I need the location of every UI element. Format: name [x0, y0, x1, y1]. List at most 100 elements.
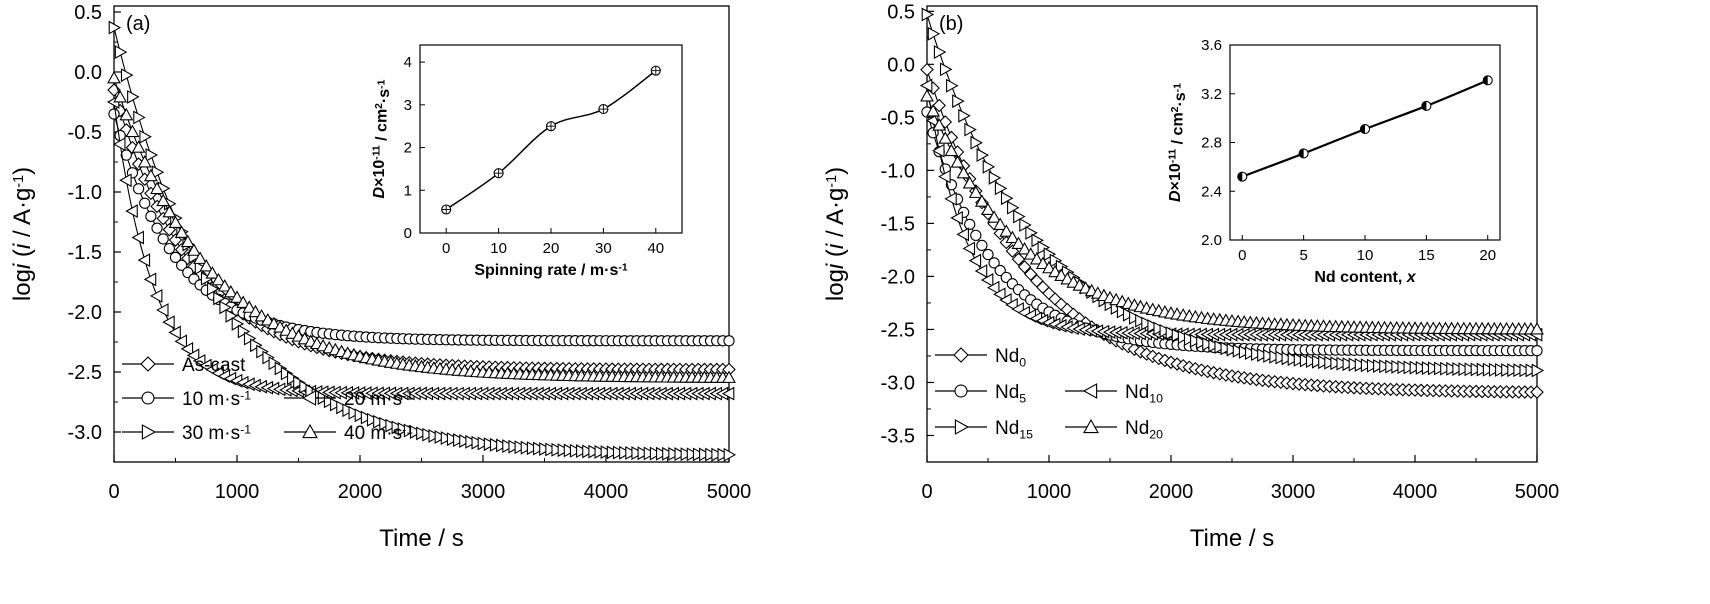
- data-point: [230, 290, 244, 303]
- data-point: [1019, 218, 1032, 232]
- legend-marker: [141, 391, 155, 405]
- data-point: [692, 447, 706, 462]
- data-point: [721, 386, 735, 401]
- data-point: [268, 356, 282, 371]
- data-point: [520, 440, 534, 455]
- data-point: [199, 259, 214, 272]
- data-point: [1318, 355, 1331, 370]
- y-tick-label: -1.5: [68, 242, 102, 264]
- data-point: [1042, 260, 1056, 274]
- data-point: [139, 197, 151, 209]
- data-point: [950, 210, 963, 225]
- data-point: [1354, 358, 1368, 372]
- data-point: [999, 293, 1012, 307]
- data-point: [299, 379, 312, 394]
- data-point: [1196, 335, 1209, 350]
- data-point: [711, 447, 724, 462]
- data-point: [1208, 338, 1221, 353]
- data-point: [1336, 356, 1349, 371]
- data-point: [162, 204, 177, 218]
- data-point: [982, 248, 994, 261]
- legend-marker: [140, 356, 156, 372]
- data-point: [952, 94, 965, 109]
- data-point: [219, 300, 232, 315]
- data-point: [612, 445, 626, 460]
- data-point: [1035, 256, 1050, 270]
- data-point: [256, 344, 269, 359]
- data-point: [563, 443, 577, 458]
- data-point: [1025, 225, 1038, 240]
- inset-y-tick-label: 0: [404, 225, 412, 242]
- data-point: [932, 98, 946, 113]
- data-point: [1434, 361, 1447, 376]
- data-point: [336, 400, 349, 415]
- data-point: [545, 442, 558, 457]
- data-point: [1017, 242, 1032, 255]
- legend: As-cast 10 m·s-1 20 m·s-1 30 m·s-1 40 m·s-1: [122, 355, 413, 444]
- data-point: [717, 447, 730, 462]
- data-point: [1525, 363, 1539, 378]
- data-point: [180, 341, 194, 356]
- data-point: [113, 89, 128, 103]
- data-point: [262, 350, 275, 365]
- series-triangle-up: [920, 89, 1544, 335]
- data-point: [1366, 358, 1380, 373]
- y-tick-label: -2.0: [881, 266, 915, 288]
- x-tick-label: 2000: [338, 481, 383, 503]
- data-point: [131, 230, 144, 245]
- data-point: [248, 304, 263, 318]
- data-point: [133, 110, 146, 125]
- y-tick-label: -2.5: [68, 362, 102, 384]
- inset-background: [1152, 35, 1510, 292]
- data-point: [1330, 356, 1343, 371]
- inset-background: [342, 35, 692, 285]
- data-point: [1373, 359, 1386, 373]
- data-point: [1397, 360, 1410, 375]
- data-point: [994, 264, 1006, 277]
- inset-point-half: [1299, 148, 1304, 158]
- data-point: [1385, 359, 1398, 374]
- data-point: [938, 131, 953, 144]
- inset-point-half: [1483, 75, 1488, 85]
- data-point: [145, 210, 157, 222]
- data-point: [1513, 363, 1526, 378]
- inset-y-tick-label: 2: [404, 140, 412, 157]
- data-point: [1220, 341, 1234, 356]
- y-tick-label: -0.5: [881, 107, 915, 129]
- inset-x-axis-title: Spinning rate / m·s-1: [474, 262, 627, 279]
- data-point: [453, 433, 466, 448]
- inset-x-tick-label: 0: [1238, 247, 1246, 264]
- legend-marker: [1083, 418, 1099, 434]
- legend-label: 30 m·s-1: [182, 422, 251, 444]
- inset-x-tick-label: 40: [647, 240, 664, 257]
- data-point: [205, 266, 220, 279]
- data-point: [1379, 359, 1392, 374]
- data-point: [422, 427, 435, 442]
- data-point: [1005, 230, 1020, 244]
- data-point: [722, 370, 736, 383]
- legend-marker: [302, 423, 318, 439]
- y-axis-title: logi (i / A·g-1): [9, 167, 36, 301]
- data-point: [213, 291, 226, 306]
- data-point: [113, 137, 126, 152]
- data-point: [180, 234, 195, 248]
- inset-chart: 0 5 10 15 20 2.0 2.4 2.8 3.2 3.6 Nd content, x D×10…: [1152, 35, 1510, 292]
- inset-x-tick-label: 15: [1418, 247, 1435, 264]
- data-point: [1281, 351, 1295, 366]
- data-point: [1043, 247, 1057, 262]
- data-point: [1391, 359, 1404, 374]
- data-point: [974, 194, 989, 207]
- data-point: [637, 446, 651, 461]
- inset-y-tick-label: 2.4: [1201, 183, 1222, 200]
- data-point: [662, 446, 675, 461]
- inset-x-tick-label: 20: [543, 240, 560, 257]
- data-point: [1183, 332, 1197, 347]
- data-point: [156, 193, 171, 207]
- inset-y-axis-title: D×10-11 / cm2·s-1: [371, 79, 393, 198]
- data-point: [373, 414, 386, 429]
- data-point: [125, 124, 140, 138]
- data-point: [932, 118, 947, 131]
- data-point: [162, 315, 175, 330]
- data-point: [1190, 333, 1203, 348]
